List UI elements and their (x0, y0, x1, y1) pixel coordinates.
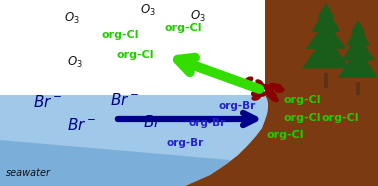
Polygon shape (311, 6, 341, 32)
Text: org-Cl: org-Cl (164, 23, 202, 33)
Text: org-Cl: org-Cl (101, 30, 139, 40)
Text: $O_3$: $O_3$ (64, 10, 80, 25)
Ellipse shape (274, 86, 284, 93)
Text: $O_3$: $O_3$ (67, 54, 83, 70)
Ellipse shape (256, 91, 266, 97)
Text: org-Br: org-Br (166, 138, 204, 148)
Text: org-Br: org-Br (188, 118, 226, 128)
Polygon shape (318, 3, 335, 17)
Polygon shape (0, 93, 268, 186)
Polygon shape (0, 140, 230, 186)
Ellipse shape (251, 89, 260, 96)
Text: org-Cl: org-Cl (321, 113, 359, 123)
Text: $Br^-$: $Br^-$ (110, 92, 140, 108)
Polygon shape (338, 48, 378, 78)
Text: org-Cl: org-Cl (283, 113, 321, 123)
Bar (356, 81, 359, 95)
Text: org-Cl: org-Cl (116, 50, 154, 60)
Text: org-Br: org-Br (218, 101, 256, 111)
Ellipse shape (244, 76, 253, 84)
Ellipse shape (270, 84, 280, 90)
Polygon shape (306, 20, 346, 49)
Ellipse shape (252, 88, 260, 95)
Ellipse shape (268, 90, 277, 98)
Ellipse shape (249, 85, 259, 91)
Ellipse shape (273, 84, 282, 90)
Polygon shape (341, 35, 375, 60)
Text: $Br^-$: $Br^-$ (143, 114, 173, 130)
Text: $O_3$: $O_3$ (190, 8, 206, 24)
Ellipse shape (251, 94, 261, 101)
Polygon shape (185, 0, 378, 186)
Polygon shape (302, 34, 350, 68)
Ellipse shape (242, 81, 252, 88)
Ellipse shape (270, 95, 279, 102)
Text: $Br^-$: $Br^-$ (67, 117, 97, 133)
Bar (324, 73, 328, 88)
Ellipse shape (274, 87, 285, 93)
Text: $Br^-$: $Br^-$ (33, 94, 63, 110)
Text: seawater: seawater (6, 168, 51, 178)
Polygon shape (346, 23, 370, 46)
Ellipse shape (255, 79, 264, 87)
Text: org-Cl: org-Cl (266, 130, 304, 140)
Ellipse shape (260, 84, 271, 90)
Ellipse shape (267, 92, 276, 99)
Ellipse shape (265, 87, 273, 95)
Ellipse shape (266, 83, 275, 90)
Text: $O_3$: $O_3$ (140, 2, 156, 17)
Text: org-Cl: org-Cl (283, 95, 321, 105)
Polygon shape (351, 20, 365, 33)
